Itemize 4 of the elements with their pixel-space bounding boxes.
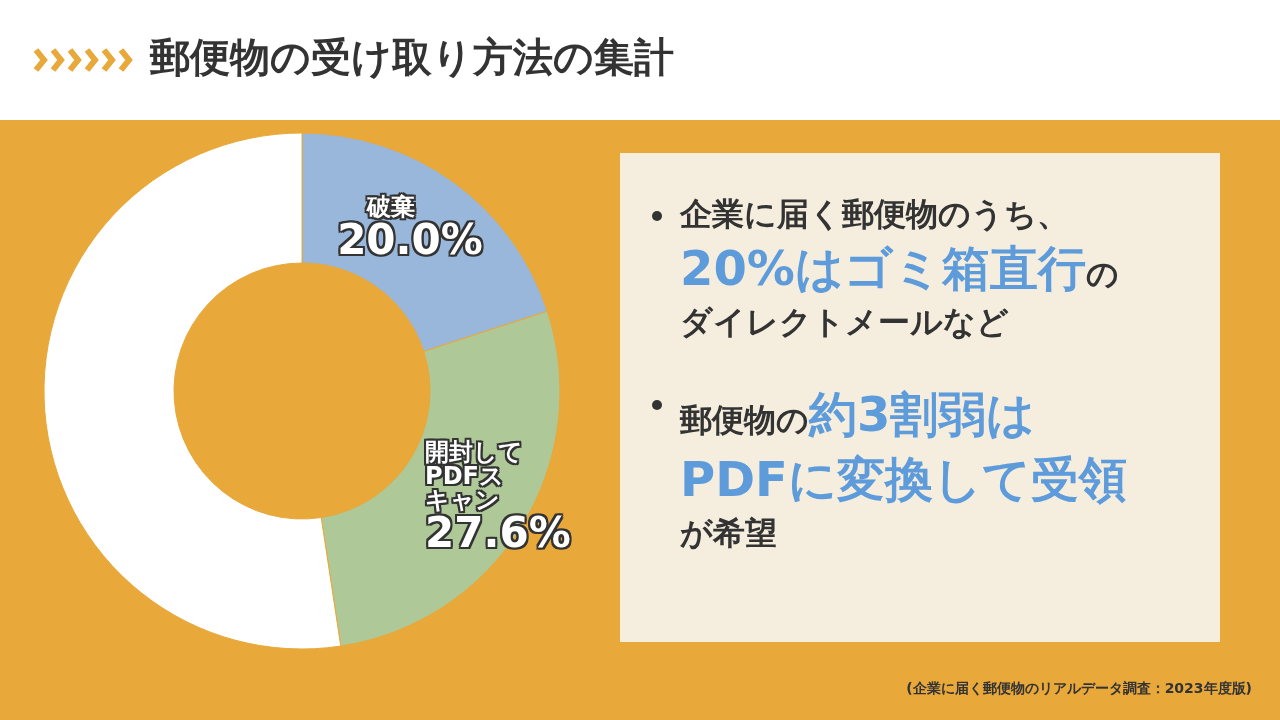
- text: (企業に届く郵便物のリアルデータ調査：2023年度版): [906, 680, 1252, 698]
- text: 郵便物の約3割弱はPDFに変換して受領が希望: [680, 385, 1128, 554]
- chart-title: 郵便物の受け取り方法の集計: [150, 33, 674, 82]
- text: 企業に届く郵便物のうち、20%はゴミ箱直行のダイレクトメールなど: [680, 195, 1119, 341]
